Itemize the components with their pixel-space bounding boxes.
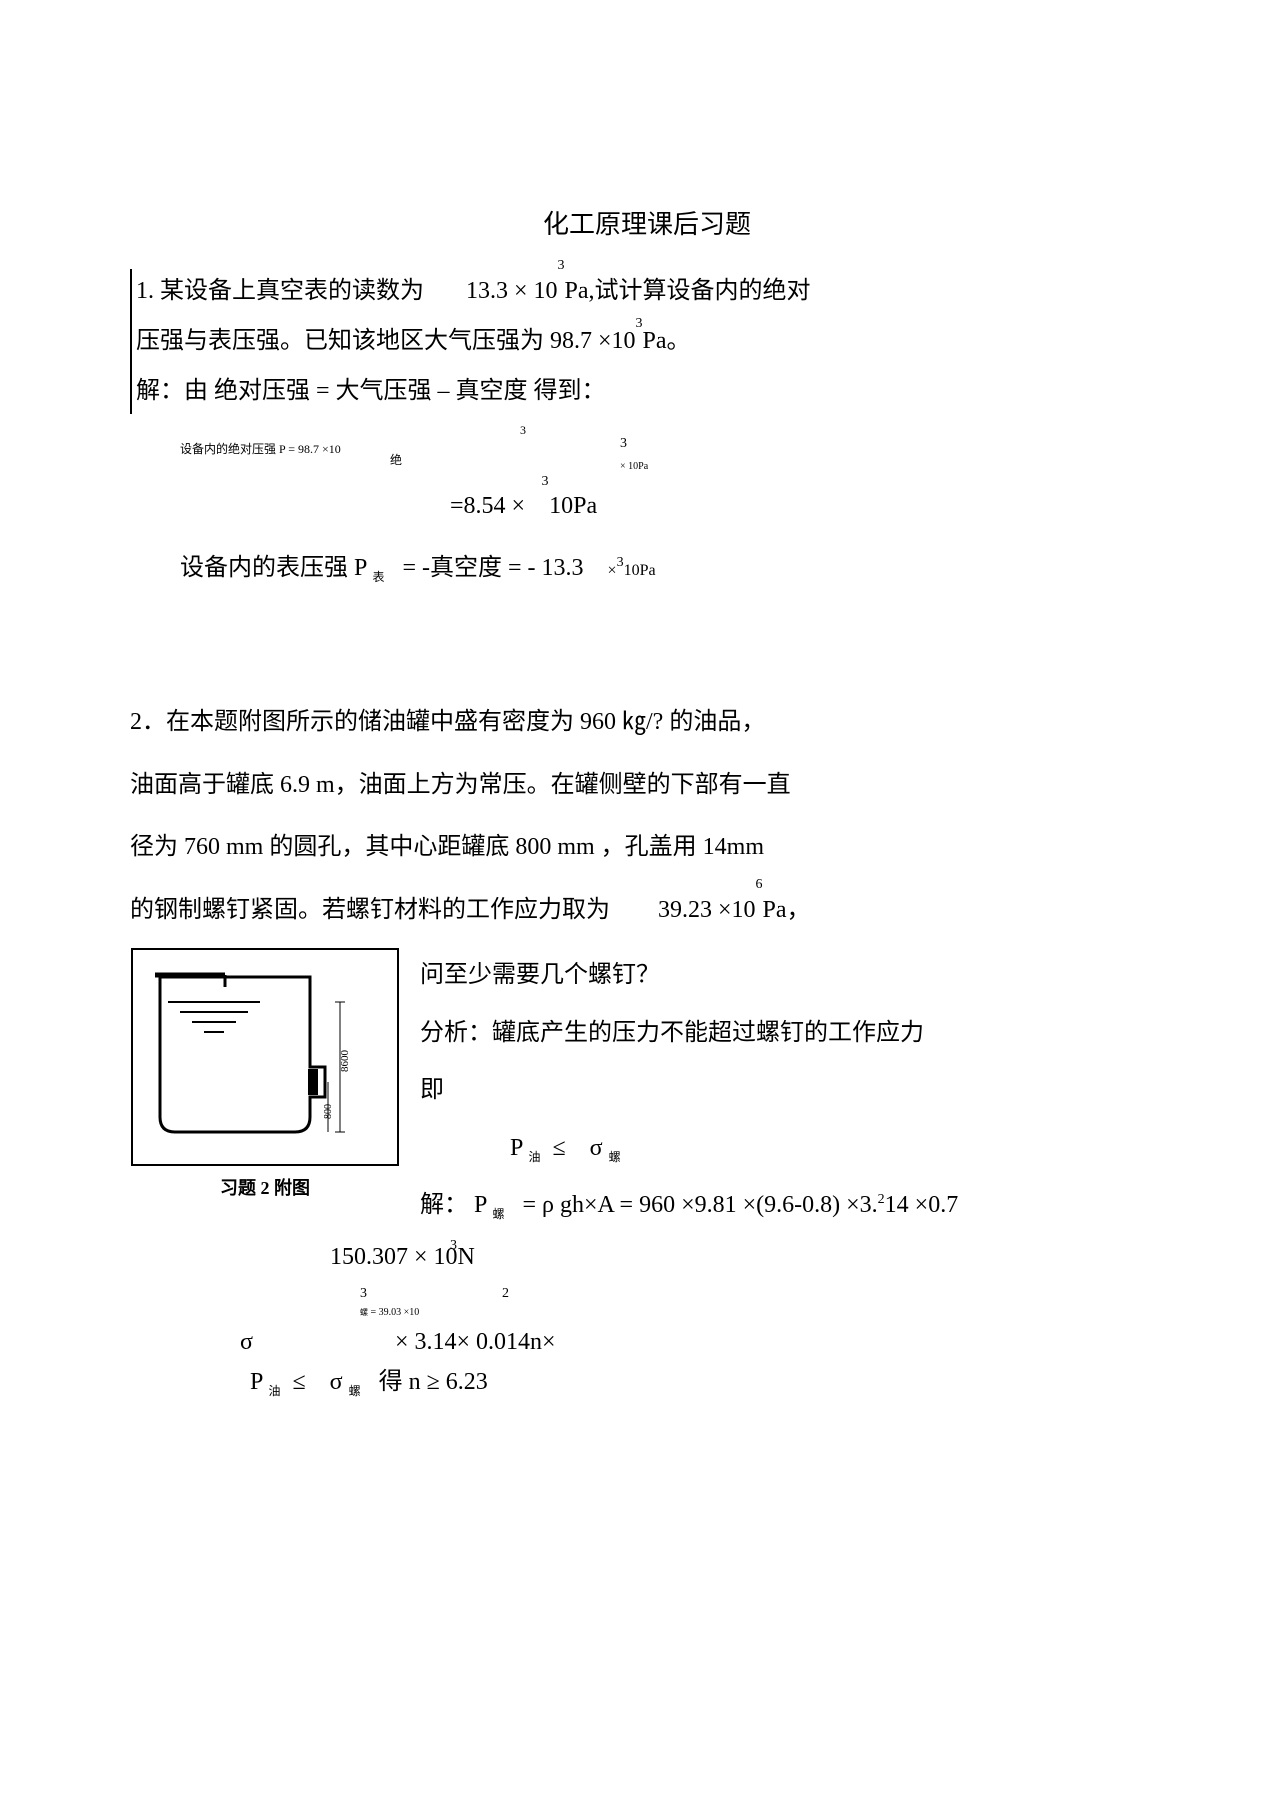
- p2-r4c: σ: [590, 1135, 603, 1161]
- p2-sexp1: 3: [360, 1286, 367, 1301]
- p1-l1-a: 1. 某设备上真空表的读数为: [136, 278, 424, 304]
- p2-fb: ≤: [292, 1369, 305, 1395]
- p1-calc-exp-a: 3: [520, 422, 526, 439]
- p1-result: =8.54 3 × 10Pa: [130, 484, 1164, 530]
- p2-r2: 分析：罐底产生的压力不能超过螺钉的工作应力: [420, 1005, 1164, 1063]
- page-title: 化工原理课后习题: [130, 200, 1164, 249]
- p2-sol-eq: = ρ gh×A = 960 ×9.81 ×(9.6-0.8) ×3.: [522, 1192, 877, 1218]
- p1-l1-c: Pa,试计算设备内的绝对: [565, 278, 811, 304]
- figure-caption: 习题 2 附图: [130, 1171, 400, 1205]
- p2-sol-eq2: 14 ×0.7: [885, 1192, 959, 1218]
- p2-r4b: ≤: [552, 1135, 565, 1161]
- p2-fs1: 油: [268, 1384, 280, 1398]
- p1-calc-label: 设备内的绝对压强 P = 98.7 ×10: [180, 442, 341, 456]
- p2-sol-e2a: 2: [878, 1192, 885, 1207]
- p2-sol-sub: 螺: [492, 1207, 504, 1221]
- p2-final: P 油 ≤ σ 螺 得 n ≥ 6.23: [130, 1360, 1164, 1406]
- p1-exp1: 3: [558, 258, 565, 273]
- p1-res-mul: ×: [512, 493, 526, 519]
- p1-line2: 压强与表压强。已知该地区大气压强为 98.7 ×103Pa。: [136, 319, 1164, 365]
- problem-2: 2．在本题附图所示的储油罐中盛有密度为 960 ㎏/? 的油品， 油面高于罐底 …: [130, 691, 1164, 941]
- p1-res-exp: 3: [542, 469, 549, 496]
- p2-solution-line: 解： P 螺 = ρ gh×A = 960 ×9.81 ×(9.6-0.8) ×…: [420, 1177, 1164, 1235]
- p1-calc-row: 设备内的绝对压强 P = 98.7 ×10 绝 3 3 × 10Pa: [130, 424, 1164, 484]
- p1-g-a: 设备内的表压强 P: [180, 555, 366, 581]
- problem-2-analysis: 问至少需要几个螺钉？ 分析：罐底产生的压力不能超过螺钉的工作应力 即 P 油 ≤…: [420, 947, 1164, 1235]
- p2-sol-label: 解： P: [420, 1192, 486, 1218]
- p1-exp2: 3: [636, 316, 643, 331]
- p1-line3: 解：由 绝对压强 = 大气压强 – 真空度 得到：: [136, 369, 1164, 415]
- p2-l4c: Pa，: [763, 897, 811, 923]
- p1-g-c: ×: [608, 562, 617, 579]
- p1-g-exp: 3: [617, 555, 624, 570]
- p2-fa: P: [250, 1369, 262, 1395]
- p1-line1: 1. 某设备上真空表的读数为 13.3 × 103Pa,试计算设备内的绝对: [136, 269, 1164, 315]
- p2-sexp2: 2: [502, 1286, 509, 1301]
- p1-l2-b: Pa。: [643, 328, 691, 354]
- figure: 8600 800 习题 2 附图: [130, 947, 400, 1205]
- p1-l2-a: 压强与表压强。已知该地区大气压强为 98.7 ×10: [136, 328, 636, 354]
- p2-small-row: 3 2 螺 = 39.03 ×10: [360, 1290, 509, 1319]
- p2-res-exp: 3: [450, 1233, 457, 1260]
- p2-sig-b: × 3.14× 0.014n×: [395, 1329, 556, 1355]
- svg-text:8600: 8600: [339, 1049, 351, 1072]
- p1-g-b: = -真空度 = - 13.3: [402, 555, 583, 581]
- p1-calc-right: 3 × 10Pa: [620, 434, 648, 474]
- p1-gauge: 设备内的表压强 P 表 = -真空度 = - 13.3 ×310Pa: [130, 546, 1164, 592]
- p1-calc-right-text: × 10Pa: [620, 461, 648, 472]
- p1-calc-sub: 绝: [390, 452, 402, 469]
- p2-sigma-block: 3 2 螺 = 39.03 ×10 σ × 3.14× 0.014n×: [130, 1290, 1164, 1360]
- p2-r4a: P: [510, 1135, 522, 1161]
- p2-l4exp: 6: [756, 877, 763, 892]
- p2-l4: 的钢制螺钉紧固。若螺钉材料的工作应力取为 39.23 ×106Pa，: [130, 879, 1164, 941]
- p2-l4a: 的钢制螺钉紧固。若螺钉材料的工作应力取为: [130, 897, 610, 923]
- p2-sigma-small: = 39.03 ×10: [371, 1307, 420, 1318]
- p1-calc-exp-b: 3: [620, 436, 627, 451]
- p1-res-a: =8.54: [450, 493, 506, 519]
- p2-r4: P 油 ≤ σ 螺: [420, 1120, 1164, 1178]
- p2-sigma-line: σ × 3.14× 0.014n×: [240, 1320, 556, 1366]
- p2-r1: 问至少需要几个螺钉？: [420, 947, 1164, 1005]
- figure-row: 8600 800 习题 2 附图 问至少需要几个螺钉？ 分析：罐底产生的压力不能…: [130, 947, 1164, 1235]
- svg-text:800: 800: [323, 1104, 334, 1119]
- problem-1: 1. 某设备上真空表的读数为 13.3 × 103Pa,试计算设备内的绝对 压强…: [130, 269, 1164, 414]
- p1-res-b: 10Pa: [549, 493, 597, 519]
- p2-fd: 得 n ≥ 6.23: [379, 1369, 488, 1395]
- p2-r3: 即: [420, 1062, 1164, 1120]
- p2-fs2: 螺: [349, 1384, 361, 1398]
- p2-l3: 径为 760 mm 的圆孔，其中心距罐底 800 mm ，孔盖用 14mm: [130, 816, 1164, 878]
- p2-sigma-subsmall: 螺: [360, 1308, 368, 1317]
- p2-fc: σ: [330, 1369, 343, 1395]
- p2-sig-a: σ: [240, 1329, 253, 1355]
- p2-result: 3 150.307 × 10N: [130, 1235, 1164, 1281]
- p1-g-sub: 表: [372, 570, 384, 584]
- p1-g-d: 10Pa: [624, 562, 656, 579]
- p1-l1-b: 13.3 × 10: [466, 278, 558, 304]
- p2-l4b: 39.23 ×10: [658, 897, 756, 923]
- p2-r4s1: 油: [528, 1150, 540, 1164]
- tank-diagram-icon: 8600 800: [130, 947, 400, 1167]
- p2-l1: 2．在本题附图所示的储油罐中盛有密度为 960 ㎏/? 的油品，: [130, 691, 1164, 753]
- p2-l2: 油面高于罐底 6.9 m，油面上方为常压。在罐侧壁的下部有一直: [130, 754, 1164, 816]
- p2-r4s2: 螺: [609, 1150, 621, 1164]
